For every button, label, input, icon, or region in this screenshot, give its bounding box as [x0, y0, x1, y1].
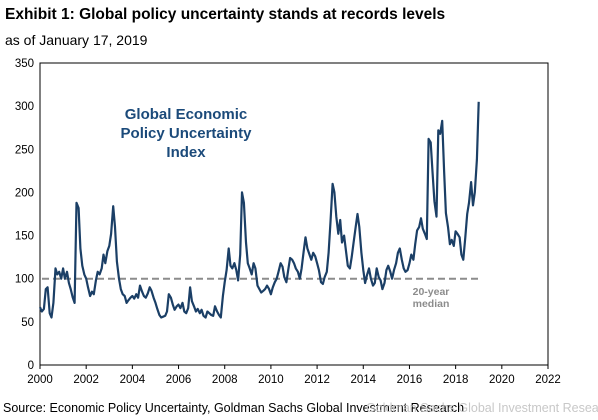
x-tick-label: 2006	[166, 374, 192, 386]
x-tick-label: 2016	[397, 374, 423, 386]
plot-area-frame	[39, 62, 549, 366]
x-tick-label: 2010	[258, 374, 284, 386]
x-tick-label: 2014	[350, 374, 376, 386]
median-label-line-1: 20-year	[413, 286, 450, 298]
x-tick-label: 2018	[443, 374, 469, 386]
x-tick-label: 2002	[73, 374, 99, 386]
x-tick-label: 2004	[120, 374, 146, 386]
chart-title: Exhibit 1: Global policy uncertainty sta…	[5, 6, 446, 23]
annotation-line-2: Policy Uncertainty	[121, 125, 253, 142]
x-tick-label: 2020	[489, 374, 515, 386]
source-note: Source: Economic Policy Uncertainty, Gol…	[3, 401, 465, 415]
y-tick-label: 50	[21, 317, 34, 329]
x-tick-label: 2022	[535, 374, 561, 386]
y-tick-label: 250	[15, 144, 34, 156]
x-tick-label: 2000	[27, 374, 53, 386]
y-tick-label: 100	[15, 274, 34, 286]
chart-subtitle: as of January 17, 2019	[5, 32, 148, 48]
y-tick-label: 300	[15, 101, 34, 113]
annotation-line-1: Global Economic	[125, 106, 248, 123]
median-label-line-2: median	[413, 298, 450, 310]
annotation-line-3: Index	[166, 144, 206, 161]
y-tick-label: 150	[15, 231, 34, 243]
y-tick-label: 0	[28, 360, 34, 372]
y-tick-label: 350	[15, 58, 34, 70]
watermark: Goldman Sachs Global Investment Research	[366, 401, 598, 415]
y-tick-label: 200	[15, 187, 34, 199]
x-tick-label: 2012	[304, 374, 330, 386]
series-line	[38, 101, 480, 319]
x-tick-label: 2008	[212, 374, 238, 386]
